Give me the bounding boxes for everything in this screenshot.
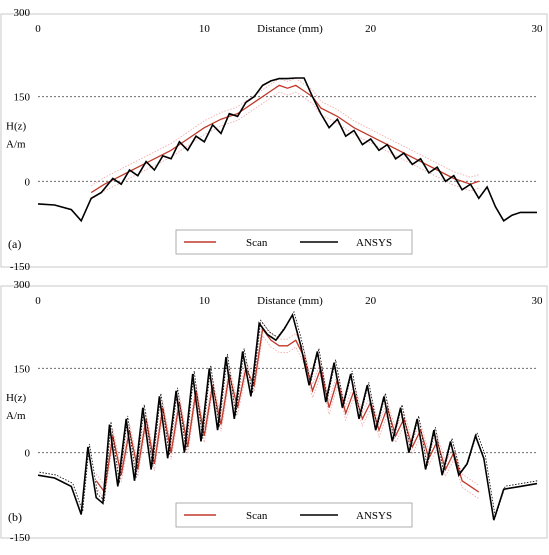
panel-frame (0, 13, 548, 268)
x-tick-label: 0 (35, 23, 41, 35)
legend-label-scan: Scan (246, 510, 268, 522)
y-tick-label: 300 (14, 279, 31, 291)
y-axis-unit-label: A/m (6, 138, 26, 150)
legend-label-ansys: ANSYS (356, 237, 392, 249)
x-tick-label: 20 (365, 295, 377, 307)
series-line-ansys (37, 77, 537, 223)
y-tick-label: 300 (14, 7, 31, 19)
x-tick-label: 0 (35, 295, 41, 307)
x-tick-label: 10 (199, 23, 211, 35)
y-axis-label: H(z) (6, 392, 26, 404)
ansys-dotted-envelope (39, 310, 539, 518)
legend: Scan ANSYS (175, 229, 413, 255)
x-axis-label: Distance (mm) (257, 23, 323, 35)
legend-label-ansys: ANSYS (356, 510, 392, 522)
y-axis-unit-label: A/m (6, 410, 26, 422)
panel-b: -150 0 150 300 0 10 20 30 Distance (mm) H(z) A/m Sc… (0, 279, 548, 544)
panel-a: -150 0 150 300 0 10 20 30 Distance (mm) H(z) A/m Sc… (0, 7, 548, 273)
scan-lower-envelope (95, 334, 480, 500)
y-tick-label: 0 (25, 448, 31, 460)
x-tick-label: 30 (532, 23, 544, 35)
y-tick-label: 0 (25, 176, 31, 188)
y-tick-label: 150 (14, 92, 31, 104)
y-tick-label: 150 (14, 363, 31, 375)
panel-frame (0, 285, 548, 539)
series-line-scan (90, 84, 480, 194)
legend-label-scan: Scan (246, 237, 268, 249)
scan-upper-envelope (90, 78, 479, 187)
x-tick-label: 30 (532, 295, 544, 307)
series-line-scan (95, 327, 480, 494)
legend: Scan ANSYS (175, 502, 413, 528)
y-tick-label: -150 (10, 261, 31, 273)
x-tick-label: 20 (365, 23, 377, 35)
panel-label: (a) (8, 237, 21, 251)
scan-lower-envelope (90, 91, 479, 200)
scan-upper-envelope (95, 321, 480, 487)
y-tick-label: -150 (10, 532, 31, 544)
panel-label: (b) (8, 510, 22, 524)
series-line-ansys (37, 312, 538, 521)
x-axis-label: Distance (mm) (257, 295, 323, 307)
y-axis-label: H(z) (6, 120, 26, 132)
x-tick-label: 10 (199, 295, 211, 307)
